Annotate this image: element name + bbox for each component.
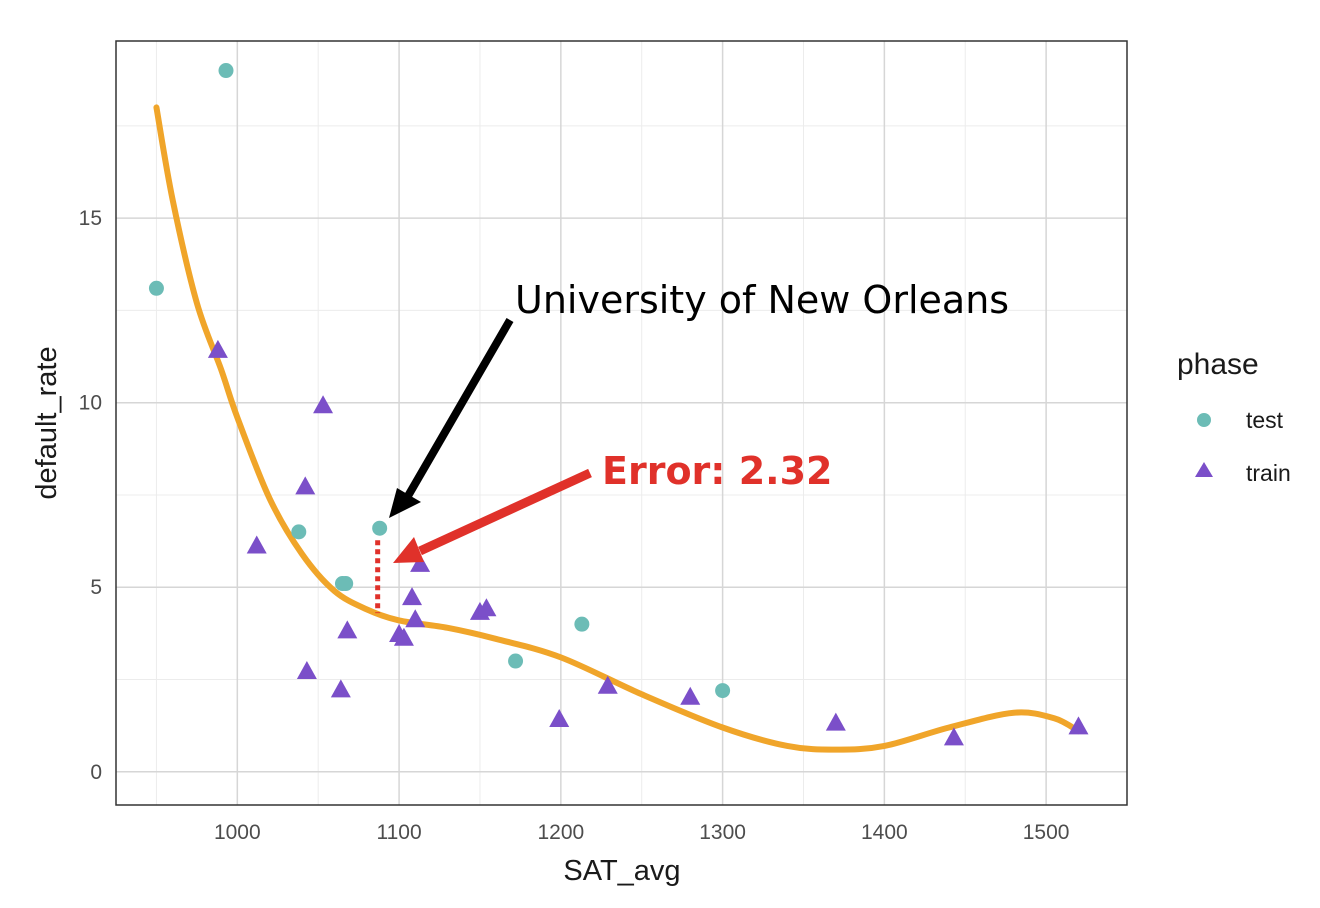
point-test bbox=[715, 683, 731, 699]
annotation-red-arrow bbox=[418, 468, 592, 556]
point-train bbox=[1068, 716, 1089, 735]
annotation-university-label: University of New Orleans bbox=[515, 278, 1009, 322]
grid-lines bbox=[116, 41, 1127, 805]
point-test bbox=[338, 576, 354, 592]
legend-train-marker bbox=[1195, 462, 1213, 477]
legend-test-label: test bbox=[1246, 407, 1284, 433]
annotation-red-arrow-head bbox=[393, 537, 424, 563]
point-train bbox=[405, 609, 426, 628]
point-test bbox=[508, 653, 524, 669]
x-tick-label: 1000 bbox=[214, 821, 261, 844]
legend-title: phase bbox=[1177, 348, 1259, 381]
point-train bbox=[825, 712, 846, 731]
y-tick-label: 0 bbox=[90, 761, 102, 784]
x-tick-label: 1500 bbox=[1023, 821, 1070, 844]
point-test bbox=[291, 524, 307, 540]
point-train bbox=[476, 598, 497, 617]
point-test bbox=[218, 63, 234, 79]
fit-line-group bbox=[153, 104, 1082, 753]
legend: phase test train bbox=[1177, 348, 1291, 486]
annotation-error-label: Error: 2.32 bbox=[602, 449, 832, 493]
y-tick-label: 10 bbox=[79, 392, 102, 415]
point-train bbox=[410, 553, 431, 572]
point-train bbox=[296, 660, 317, 679]
x-tick-label: 1300 bbox=[699, 821, 746, 844]
point-test bbox=[148, 280, 164, 296]
point-train bbox=[943, 727, 964, 746]
plot-border bbox=[115, 40, 1128, 806]
legend-test-marker bbox=[1197, 413, 1211, 427]
point-train bbox=[597, 675, 618, 694]
point-train bbox=[207, 339, 228, 358]
data-points bbox=[148, 63, 1089, 746]
point-train bbox=[246, 535, 267, 554]
point-train bbox=[337, 620, 358, 639]
annotation-black-arrow-head bbox=[389, 488, 421, 518]
legend-train-label: train bbox=[1246, 460, 1291, 486]
plot-background bbox=[116, 41, 1127, 805]
x-tick-label: 1400 bbox=[861, 821, 908, 844]
annotation-black-arrow bbox=[404, 317, 514, 499]
y-tick-labels: 0 5 10 15 bbox=[79, 207, 102, 784]
point-train bbox=[680, 686, 701, 705]
point-test bbox=[372, 520, 388, 536]
y-axis-title: default_rate bbox=[31, 346, 63, 499]
point-train bbox=[393, 627, 414, 646]
y-tick-label: 5 bbox=[90, 576, 102, 599]
point-train bbox=[402, 587, 423, 606]
x-tick-labels: 1000 1100 1200 1300 1400 1500 bbox=[214, 821, 1070, 844]
point-train bbox=[313, 395, 334, 414]
x-tick-label: 1100 bbox=[376, 821, 421, 844]
point-train bbox=[330, 679, 351, 698]
fit-line bbox=[153, 104, 1082, 753]
point-train bbox=[295, 476, 316, 495]
x-tick-label: 1200 bbox=[537, 821, 584, 844]
point-test bbox=[574, 616, 590, 632]
annotation-group: University of New Orleans Error: 2.32 bbox=[389, 278, 1009, 563]
x-axis-title: SAT_avg bbox=[563, 855, 680, 887]
y-tick-label: 15 bbox=[79, 207, 102, 230]
point-train bbox=[549, 708, 570, 727]
